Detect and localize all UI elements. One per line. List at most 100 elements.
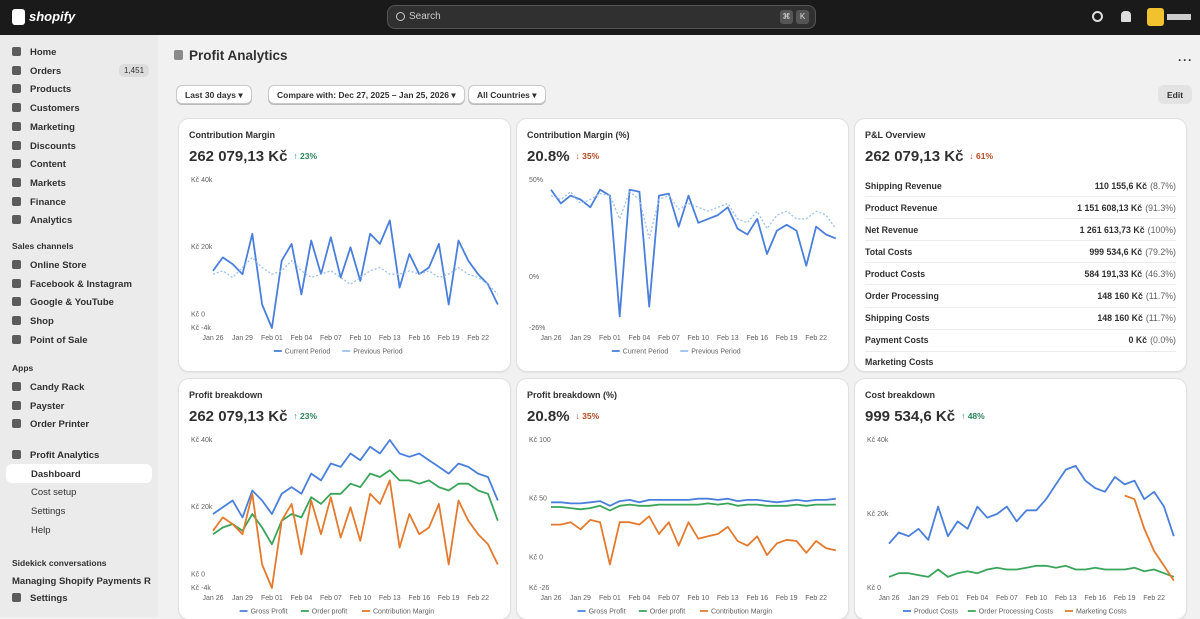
series-line <box>551 497 836 507</box>
nav-item[interactable]: Customers <box>12 103 80 114</box>
nav-item[interactable]: Cost setup <box>31 487 76 498</box>
pnl-pct: (8.7%) <box>1150 180 1176 191</box>
nav-item[interactable]: Payster <box>12 400 64 412</box>
change-value: 23% <box>300 151 318 161</box>
nav-icon <box>12 382 21 391</box>
nav-item[interactable]: Sales channels <box>12 241 73 251</box>
nav-item[interactable]: Finance <box>12 196 66 208</box>
filter-button[interactable]: All Countries ▾ <box>468 85 546 104</box>
nav-label: Products <box>30 84 72 96</box>
nav-icon <box>12 140 21 150</box>
pnl-value: 110 155,6 Kč (8.7%) <box>1095 181 1176 191</box>
nav-item[interactable]: Settings <box>12 593 67 604</box>
pnl-value: 584 191,33 Kč (46.3%) <box>1084 269 1176 279</box>
y-tick-label: Kč 100 <box>529 437 551 444</box>
nav-item[interactable]: Managing Shopify Payments R <box>12 576 151 587</box>
pnl-label: Order Processing <box>865 291 939 301</box>
pnl-row: Product Revenue 1 151 608,13 Kč (91.3%) <box>865 197 1176 220</box>
legend-label: Contribution Margin <box>373 608 434 615</box>
nav-item[interactable]: Marketing <box>12 121 75 133</box>
filter-label: All Countries <box>477 90 530 100</box>
chart-card: Contribution Margin 262 079,13 Kč ↑ 23% Kč … <box>179 119 510 371</box>
nav-item[interactable]: Candy Rack <box>12 382 84 393</box>
nav-item[interactable]: Settings <box>31 506 65 517</box>
x-tick-label: Feb 16 <box>746 595 768 602</box>
nav-item[interactable]: Sidekick conversations <box>12 558 107 568</box>
legend-label: Gross Profit <box>251 608 288 615</box>
card-value: 20.8% ↓ 35% <box>527 148 599 165</box>
nav-item[interactable]: Google & YouTube <box>12 297 114 308</box>
nav-item[interactable]: Shop <box>12 316 54 327</box>
nav-item[interactable]: Analytics <box>12 215 72 226</box>
pnl-label: Marketing Costs <box>865 357 934 368</box>
nav-item[interactable]: Online Store <box>12 260 86 271</box>
nav-label: Facebook & Instagram <box>30 278 132 290</box>
nav-item[interactable]: Products <box>12 84 71 95</box>
filter-label: Last 30 days <box>185 90 237 100</box>
nav-item[interactable]: Point of Sale <box>12 334 88 346</box>
x-tick-label: Feb 10 <box>687 595 709 602</box>
filter-button[interactable]: Last 30 days ▾ <box>176 85 252 104</box>
nav-item[interactable]: Apps <box>12 363 33 373</box>
series-line <box>888 465 1175 545</box>
x-tick-label: Feb 01 <box>261 335 283 342</box>
sidekick-icon[interactable] <box>1092 11 1103 22</box>
nav-label: Shop <box>30 316 54 328</box>
page-title: Profit Analytics <box>189 48 288 63</box>
pnl-pct: (11.7%) <box>1145 291 1176 301</box>
pnl-pct: (0.0%) <box>1150 335 1176 346</box>
card-title: P&L Overview <box>865 130 926 140</box>
nav-item[interactable]: Orders 1,451 <box>12 63 150 77</box>
nav-item[interactable]: Dashboard <box>31 469 81 480</box>
series-line <box>888 564 1175 578</box>
bell-icon[interactable] <box>1121 11 1131 22</box>
pnl-row: Order Processing 148 160 Kč (11.7%) <box>865 286 1176 308</box>
x-tick-label: Feb 19 <box>438 595 460 602</box>
arrow: ↑ <box>293 151 301 161</box>
y-tick-label: Kč 40k <box>191 437 213 444</box>
legend-label: Product Costs <box>914 608 958 615</box>
pnl-label: Shipping Costs <box>865 313 930 324</box>
nav-item[interactable]: Content <box>12 159 66 170</box>
nav-label: Settings <box>31 505 66 517</box>
nav-label: Home <box>30 47 57 58</box>
legend-label: Marketing Costs <box>1076 608 1127 615</box>
nav-label: Order Printer <box>30 419 90 431</box>
avatar[interactable] <box>1147 8 1164 26</box>
y-tick-label: Kč 0 <box>867 585 881 592</box>
y-tick-label: 0% <box>529 274 539 281</box>
x-tick-label: Feb 07 <box>320 595 342 602</box>
nav-icon <box>12 65 21 75</box>
kbd: K <box>796 10 809 24</box>
nav-label: Cost setup <box>31 487 77 499</box>
nav-icon <box>12 316 21 326</box>
nav-item[interactable]: Markets <box>12 177 66 189</box>
edit-button[interactable]: Edit <box>1158 85 1193 104</box>
x-tick-label: Feb 19 <box>438 335 460 342</box>
x-tick-label: Jan 26 <box>202 335 223 342</box>
nav-item[interactable]: Facebook & Instagram <box>12 278 132 290</box>
nav-item[interactable]: Profit Analytics <box>12 450 99 461</box>
more-menu[interactable]: ··· <box>1178 53 1193 67</box>
series-line <box>212 469 499 546</box>
search-box[interactable]: Search ⌘ K <box>387 5 816 29</box>
x-tick-label: Feb 19 <box>776 595 798 602</box>
store-name[interactable] <box>1167 14 1191 20</box>
nav-label: Dashboard <box>31 468 81 480</box>
legend-label: Order profit <box>312 608 347 615</box>
nav-item[interactable]: Order Printer <box>12 419 89 430</box>
nav-item[interactable]: Home <box>12 47 56 58</box>
nav-icon <box>12 260 21 269</box>
nav-label: Profit Analytics <box>30 450 100 461</box>
nav-icon <box>12 103 21 113</box>
selected-bg <box>6 464 152 483</box>
x-tick-label: Feb 10 <box>349 335 371 342</box>
pnl-value: 1 261 613,73 Kč (100%) <box>1080 225 1176 235</box>
x-tick-label: Feb 07 <box>996 595 1018 602</box>
nav-item[interactable]: Help <box>31 525 51 536</box>
y-tick-label: Kč 0 <box>191 571 205 578</box>
nav-item[interactable]: Discounts <box>12 140 76 152</box>
nav-icon <box>12 159 21 169</box>
filter-button[interactable]: Compare with: Dec 27, 2025 – Jan 25, 202… <box>268 85 465 104</box>
